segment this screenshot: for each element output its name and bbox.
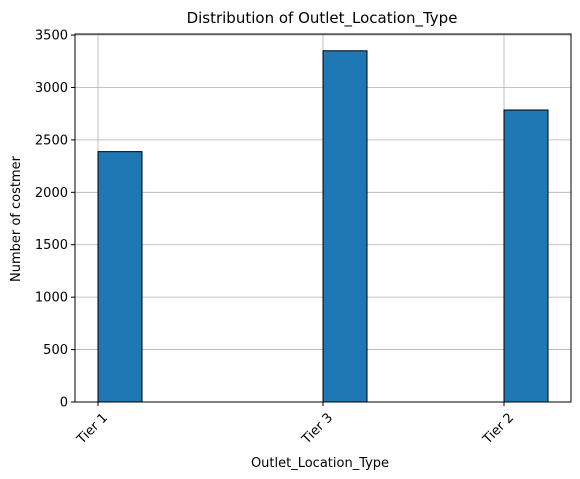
y-axis-label: Number of costmer [9,155,24,282]
x-axis-label: Outlet_Location_Type [251,456,389,471]
x-tick-label: Tier 2 [480,410,517,447]
y-tick-label: 1000 [35,291,68,306]
plot-frame [74,33,572,403]
y-tick-label: 0 [60,396,68,411]
y-tick-label: 500 [43,343,68,358]
bar-tier-2 [503,109,549,403]
x-tick-label: Tier 1 [74,410,111,447]
y-tick-label: 3500 [35,29,68,44]
y-tick-label: 1500 [35,238,68,253]
x-tick-label: Tier 3 [299,410,336,447]
bar-tier-1 [97,151,143,403]
bar-tier-3 [322,50,368,403]
y-tick-label: 2000 [35,186,68,201]
y-tick-label: 3000 [35,81,68,96]
bars [97,50,549,403]
y-tick-label: 2500 [35,133,68,148]
chart-title: Distribution of Outlet_Location_Type [187,9,458,28]
